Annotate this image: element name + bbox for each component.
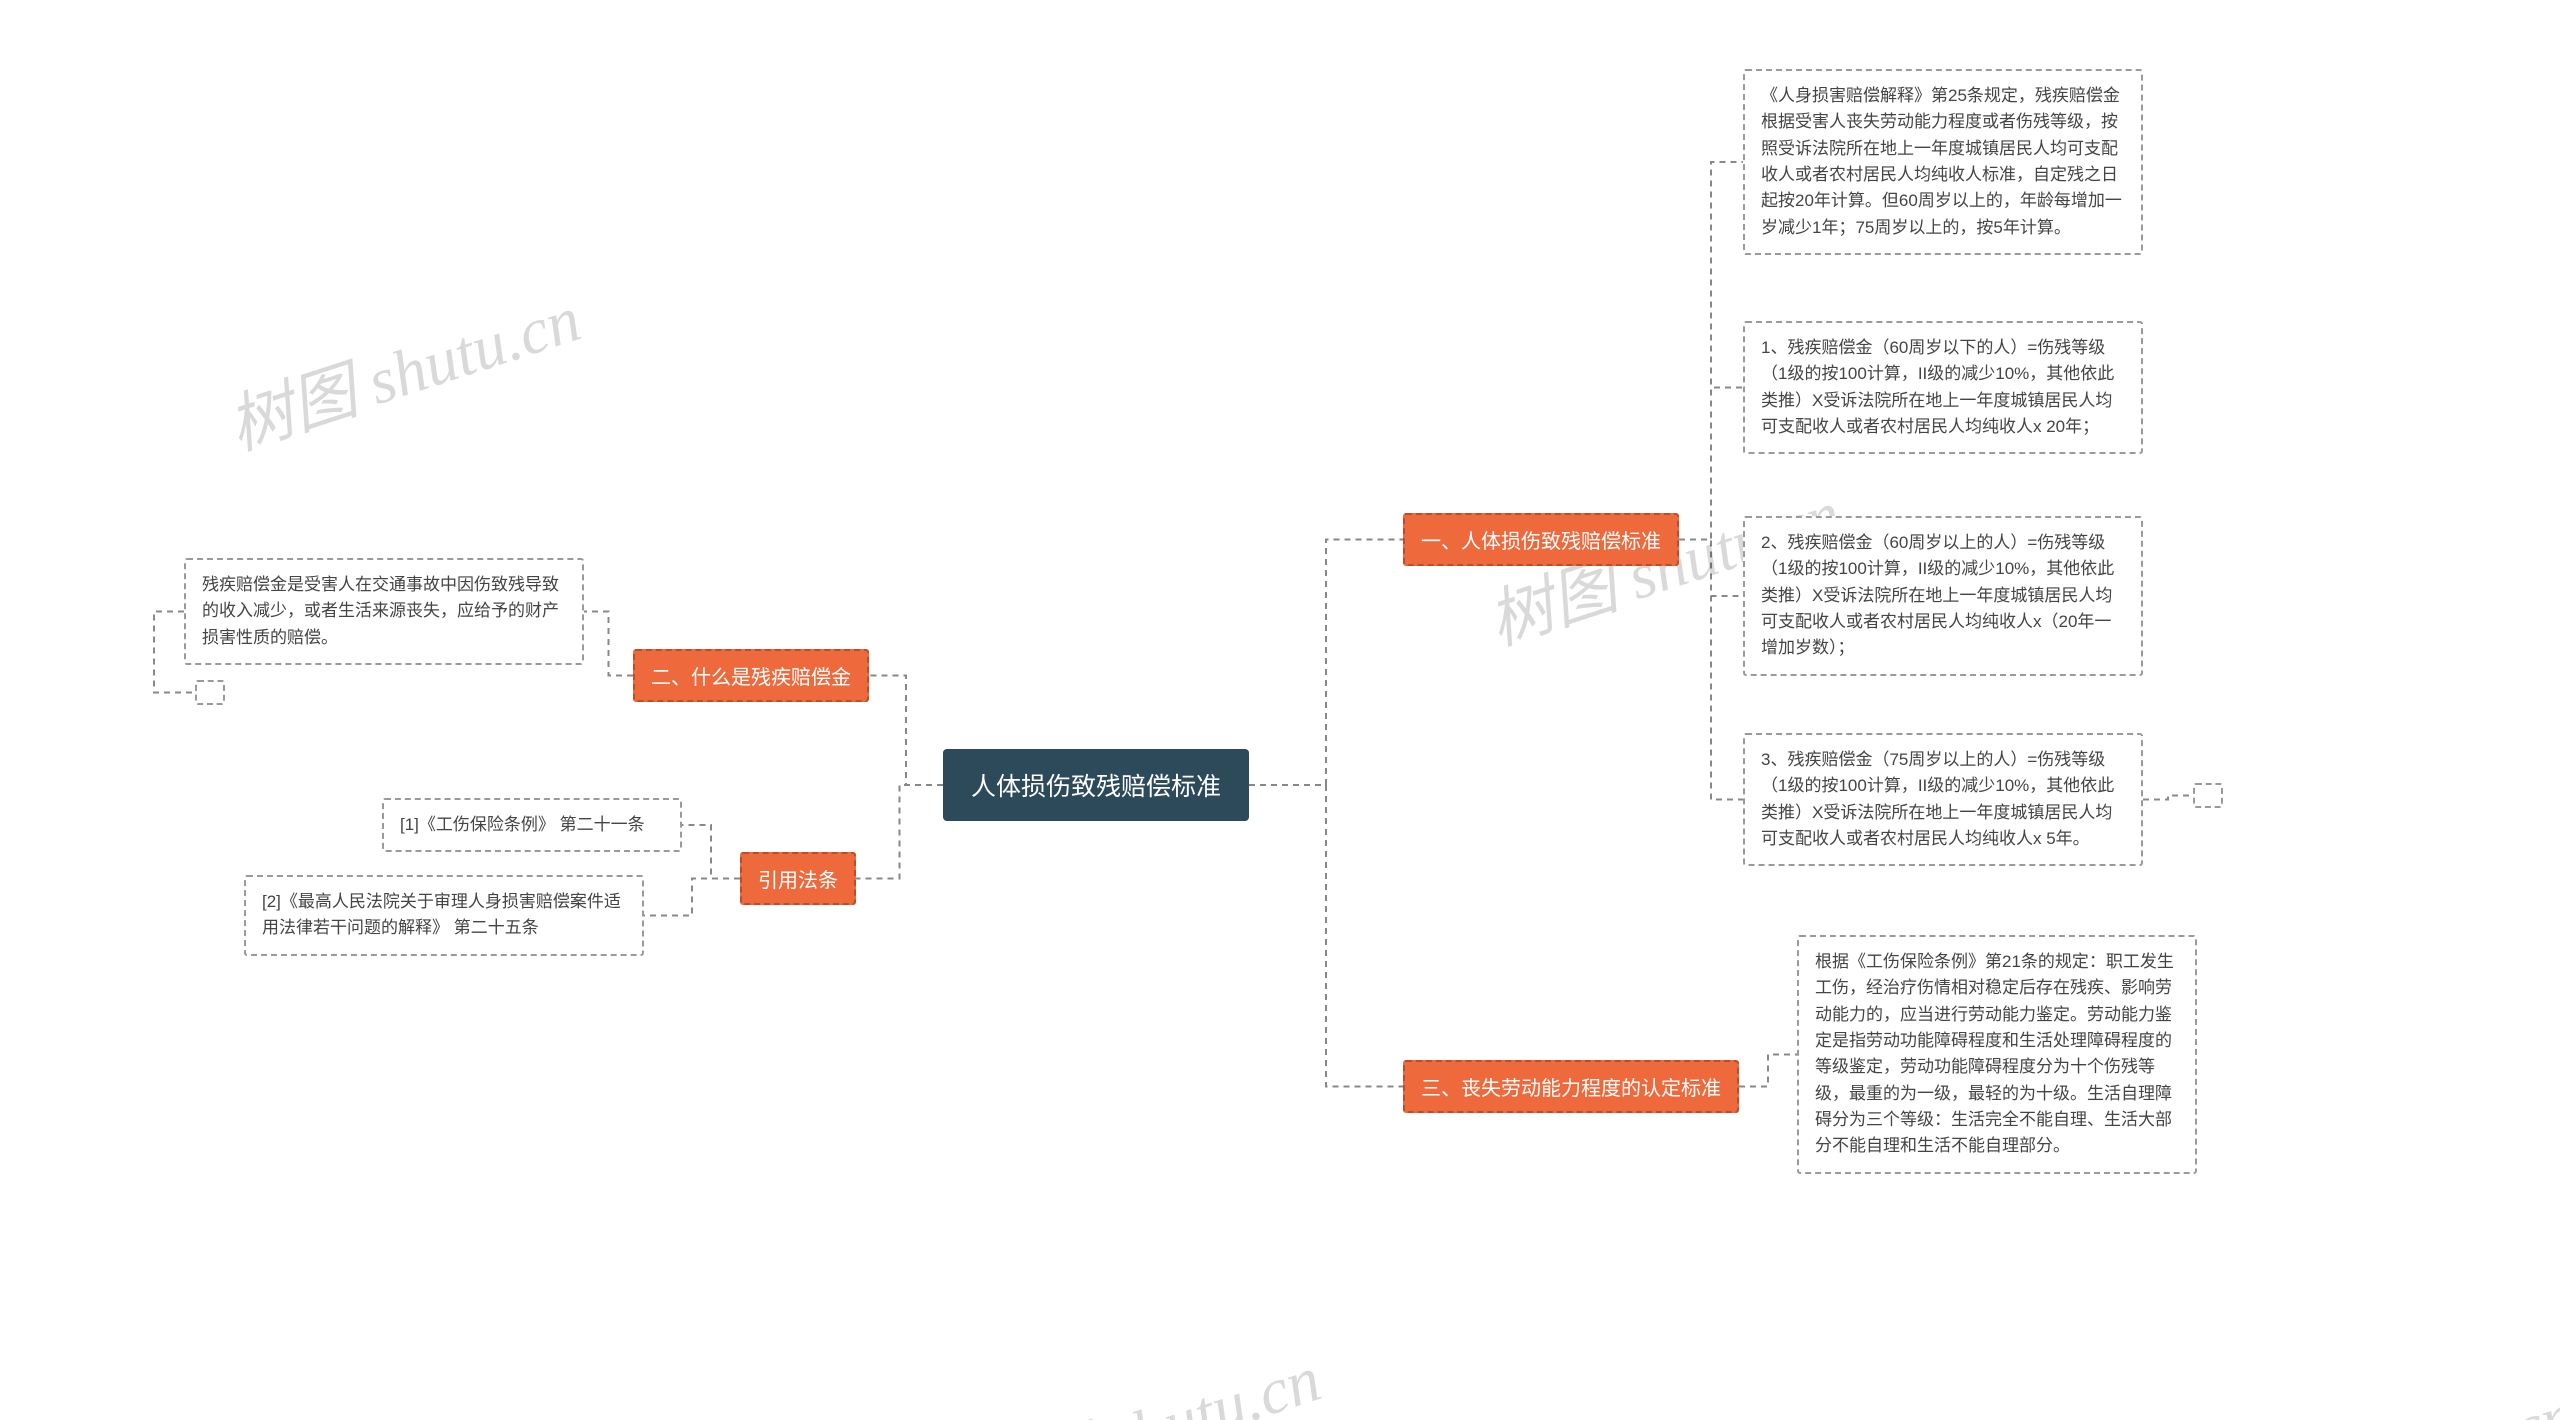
connector-layer xyxy=(0,0,2560,1420)
branch-4-leaf-2[interactable]: [2]《最高人民法院关于审理人身损害赔偿案件适用法律若干问题的解释》 第二十五条 xyxy=(244,875,644,956)
branch-1-leaf-3[interactable]: 2、残疾赔偿金（60周岁以上的人）=伤残等级（1级的按100计算，II级的减少1… xyxy=(1743,516,2143,676)
branch-1-leaf-1[interactable]: 《人身损害赔偿解释》第25条规定，残疾赔偿金根据受害人丧失劳动能力程度或者伤残等… xyxy=(1743,69,2143,255)
branch-2-leaf-1[interactable]: 残疾赔偿金是受害人在交通事故中因伤致残导致的收入减少，或者生活来源丧失，应给予的… xyxy=(184,558,584,665)
branch-1-leaf-4[interactable]: 3、残疾赔偿金（75周岁以上的人）=伤残等级（1级的按100计算，II级的减少1… xyxy=(1743,733,2143,866)
watermark-4: shutu.cn xyxy=(2354,1378,2560,1420)
branch-2[interactable]: 二、什么是残疾赔偿金 xyxy=(633,649,869,702)
watermark-3: 树图 shutu.cn xyxy=(954,1326,1330,1420)
branch-3-leaf-1[interactable]: 根据《工伤保险条例》第21条的规定：职工发生工伤，经治疗伤情相对稳定后存在残疾、… xyxy=(1797,935,2197,1174)
root-node[interactable]: 人体损伤致残赔偿标准 xyxy=(943,749,1249,821)
branch-1-leaf-4-stub xyxy=(2193,783,2223,808)
branch-4-leaf-1[interactable]: [1]《工伤保险条例》 第二十一条 xyxy=(382,798,682,852)
branch-1-leaf-2[interactable]: 1、残疾赔偿金（60周岁以下的人）=伤残等级（1级的按100计算，II级的减少1… xyxy=(1743,321,2143,454)
watermark-1: 树图 shutu.cn xyxy=(214,266,590,468)
branch-3[interactable]: 三、丧失劳动能力程度的认定标准 xyxy=(1403,1060,1739,1113)
branch-2-leaf-1-stub xyxy=(195,680,225,705)
branch-4[interactable]: 引用法条 xyxy=(740,852,856,905)
branch-1[interactable]: 一、人体损伤致残赔偿标准 xyxy=(1403,513,1679,566)
